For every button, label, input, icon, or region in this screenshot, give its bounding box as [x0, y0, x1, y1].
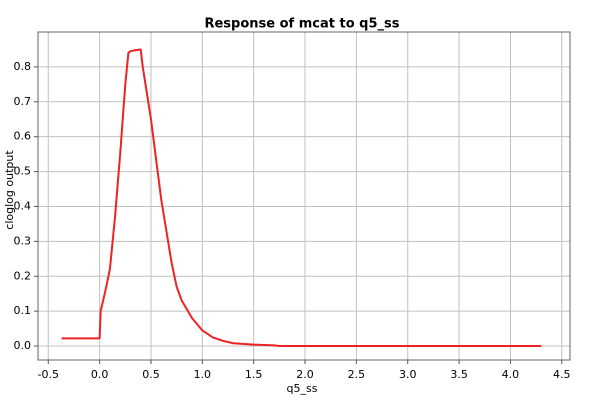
x-tick-label: 3.0 — [399, 368, 417, 381]
x-tick-label: 2.0 — [296, 368, 314, 381]
y-tick-label: 0.0 — [14, 339, 32, 352]
plot-frame — [37, 31, 571, 361]
y-tick-label: 0.6 — [14, 130, 32, 143]
x-tick-label: 4.0 — [502, 368, 520, 381]
x-tick-label: 0.0 — [91, 368, 109, 381]
y-tick-label: 0.7 — [14, 95, 32, 108]
x-tick-label: 1.0 — [194, 368, 212, 381]
x-axis-label: q5_ss — [287, 382, 318, 395]
y-tick-label: 0.1 — [14, 304, 32, 317]
y-tick-label: 0.8 — [14, 60, 32, 73]
y-tick-label: 0.4 — [14, 199, 32, 212]
x-tick-label: 2.5 — [348, 368, 366, 381]
y-axis-label: cloglog output — [3, 150, 16, 230]
x-tick-label: 4.5 — [553, 368, 571, 381]
y-tick-label: 0.5 — [14, 165, 32, 178]
x-tick-label: -0.5 — [38, 368, 59, 381]
y-tick-label: 0.2 — [14, 269, 32, 282]
response-line — [61, 48, 542, 348]
x-tick-label: 3.5 — [450, 368, 468, 381]
x-tick-label: 0.5 — [142, 368, 160, 381]
y-tick-label: 0.3 — [14, 234, 32, 247]
x-tick-label: 1.5 — [245, 368, 263, 381]
chart-title: Response of mcat to q5_ss — [204, 17, 399, 32]
